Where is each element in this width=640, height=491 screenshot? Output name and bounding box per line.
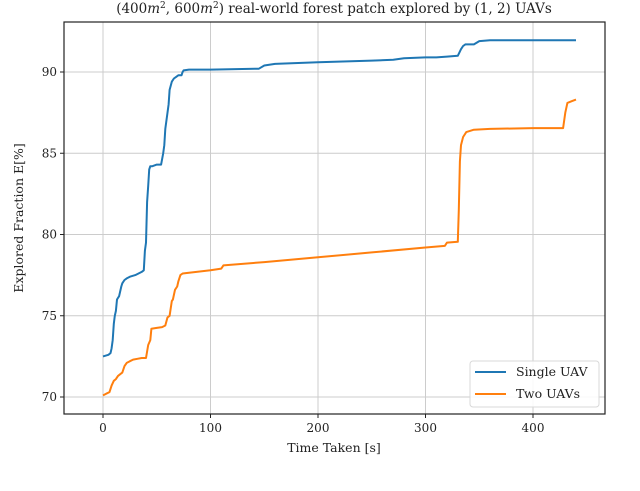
x-tick-label: 300 bbox=[414, 421, 437, 435]
series-line-two-uavs bbox=[102, 98, 577, 397]
x-tick-label: 100 bbox=[199, 421, 222, 435]
y-axis-ticks: 70 75 80 85 90 bbox=[42, 65, 64, 404]
legend-label-single-uav: Single UAV bbox=[516, 364, 589, 379]
x-tick-label: 0 bbox=[99, 421, 107, 435]
y-tick-label: 75 bbox=[42, 309, 57, 323]
legend: Single UAV Two UAVs bbox=[469, 360, 600, 408]
x-tick-label: 200 bbox=[307, 421, 330, 435]
plot-frame bbox=[63, 21, 606, 415]
x-tick-label: 400 bbox=[522, 421, 545, 435]
y-tick-label: 80 bbox=[42, 228, 57, 242]
y-tick-label: 70 bbox=[42, 390, 57, 404]
grid-lines bbox=[64, 22, 605, 414]
y-axis-label: Explored Fraction E[%] bbox=[11, 143, 26, 292]
x-axis-ticks: 0 100 200 300 400 bbox=[99, 414, 544, 435]
legend-label-two-uavs: Two UAVs bbox=[516, 386, 580, 401]
x-axis-label: Time Taken [s] bbox=[287, 440, 381, 455]
chart-title: (400m2, 600m2) real-world forest patch e… bbox=[116, 1, 552, 17]
y-tick-label: 90 bbox=[42, 65, 57, 79]
plot-lines bbox=[102, 39, 577, 397]
y-tick-label: 85 bbox=[42, 146, 57, 160]
series-line-single-uav bbox=[102, 39, 576, 358]
